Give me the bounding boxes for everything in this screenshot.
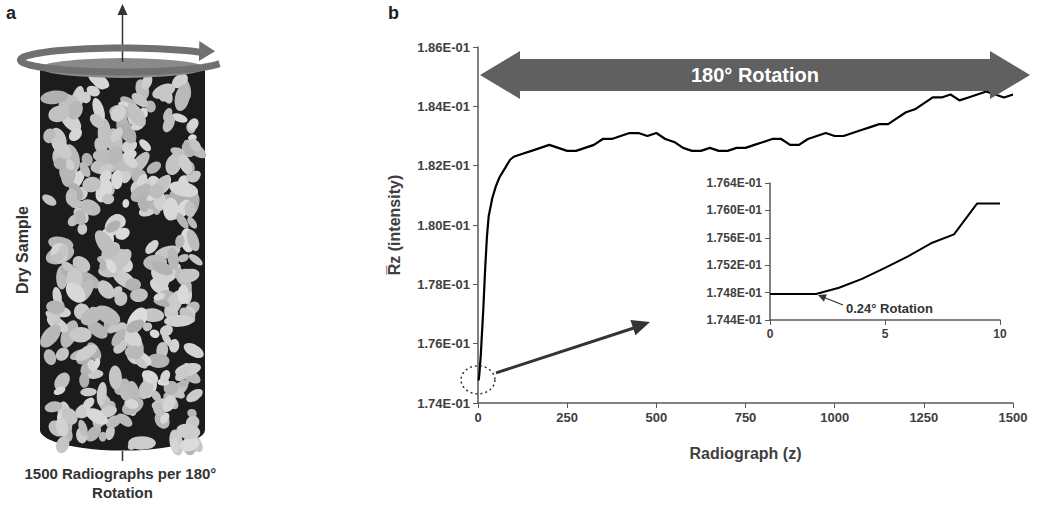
svg-text:Rotation: Rotation	[92, 484, 153, 501]
svg-text:500: 500	[645, 410, 667, 425]
svg-text:1000: 1000	[820, 410, 849, 425]
svg-text:750: 750	[735, 410, 757, 425]
svg-text:250: 250	[556, 410, 578, 425]
svg-text:R̅z (intensity): R̅z (intensity)	[386, 175, 403, 275]
svg-text:Dry Sample: Dry Sample	[14, 206, 31, 294]
svg-text:0.24° Rotation: 0.24° Rotation	[846, 301, 933, 316]
svg-text:1.748E-01: 1.748E-01	[707, 286, 763, 300]
svg-text:5: 5	[882, 327, 889, 341]
svg-text:1.86E-01: 1.86E-01	[417, 40, 470, 55]
svg-text:1.756E-01: 1.756E-01	[707, 231, 763, 245]
svg-text:1.82E-01: 1.82E-01	[417, 158, 470, 173]
svg-text:1500 Radiographs per 180°: 1500 Radiographs per 180°	[24, 465, 220, 482]
svg-text:1.84E-01: 1.84E-01	[417, 99, 470, 114]
svg-text:10: 10	[993, 327, 1007, 341]
svg-text:1250: 1250	[909, 410, 938, 425]
svg-text:Radiograph (z): Radiograph (z)	[690, 445, 802, 462]
svg-text:1.752E-01: 1.752E-01	[707, 258, 763, 272]
svg-text:0: 0	[474, 410, 481, 425]
svg-text:1.764E-01: 1.764E-01	[707, 176, 763, 190]
svg-text:b: b	[388, 3, 399, 23]
svg-text:0: 0	[767, 327, 774, 341]
svg-text:1.76E-01: 1.76E-01	[417, 336, 470, 351]
svg-text:1.74E-01: 1.74E-01	[417, 396, 470, 411]
svg-text:1500: 1500	[999, 410, 1028, 425]
svg-text:180° Rotation: 180° Rotation	[691, 64, 819, 86]
svg-text:1.78E-01: 1.78E-01	[417, 277, 470, 292]
svg-text:1.80E-01: 1.80E-01	[417, 218, 470, 233]
svg-text:1.760E-01: 1.760E-01	[707, 203, 763, 217]
svg-text:1.744E-01: 1.744E-01	[707, 313, 763, 327]
svg-text:a: a	[6, 3, 17, 23]
